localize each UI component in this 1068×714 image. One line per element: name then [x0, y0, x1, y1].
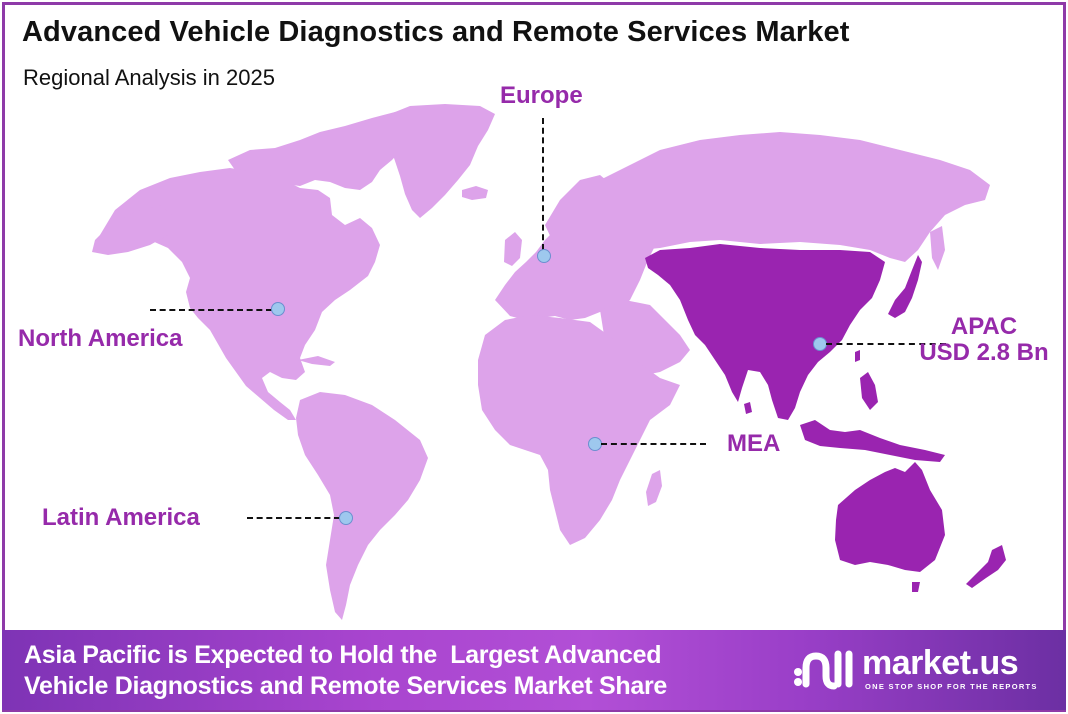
footer-headline-line2: Vehicle Diagnostics and Remote Services … — [24, 672, 668, 700]
africa — [478, 315, 680, 545]
scandinavia — [545, 175, 612, 245]
greenland — [385, 104, 495, 218]
madagascar — [646, 470, 662, 506]
base-land-masses — [92, 104, 990, 620]
apac-market-value: USD 2.8 Bn — [919, 339, 1049, 367]
world-map — [92, 104, 1006, 620]
kamchatka — [930, 226, 945, 270]
leader-line-mea — [601, 443, 706, 445]
south-america — [296, 392, 428, 620]
marker-europe[interactable] — [537, 249, 551, 263]
footer-headline-line1: Asia Pacific is Expected to Hold the Lar… — [24, 641, 662, 669]
taiwan — [855, 350, 860, 362]
tasmania — [912, 582, 920, 592]
alaska — [92, 205, 172, 255]
leader-line-latin-america — [247, 517, 340, 519]
logo-wordmark: market.us — [862, 644, 1019, 682]
footer-banner: Asia Pacific is Expected to Hold the Lar… — [2, 630, 1066, 710]
market-us-logo[interactable]: market.us ONE STOP SHOP FOR THE REPORTS — [792, 644, 1042, 696]
australia — [835, 462, 945, 572]
label-apac: APAC USD 2.8 Bn — [918, 313, 1050, 367]
marker-mea[interactable] — [588, 437, 602, 451]
page-subtitle: Regional Analysis in 2025 — [23, 65, 275, 90]
market-us-logo-icon — [794, 650, 853, 690]
apac-highlighted-land — [645, 244, 1006, 592]
new-zealand — [966, 545, 1006, 588]
uk — [504, 232, 522, 266]
russia — [600, 132, 990, 262]
indonesia — [800, 420, 945, 462]
label-europe: Europe — [500, 82, 583, 109]
sri-lanka — [744, 402, 752, 414]
leader-line-north-america — [150, 309, 272, 311]
page-title: Advanced Vehicle Diagnostics and Remote … — [22, 16, 850, 48]
leader-line-europe — [542, 118, 544, 250]
marker-north-america[interactable] — [271, 302, 285, 316]
leader-line-apac — [826, 343, 946, 345]
caribbean — [298, 356, 335, 366]
japan — [888, 255, 922, 318]
marker-apac[interactable] — [813, 337, 827, 351]
label-mea: MEA — [727, 430, 781, 457]
philippines — [860, 372, 878, 410]
iceland — [462, 186, 488, 200]
logo-tagline: ONE STOP SHOP FOR THE REPORTS — [865, 682, 1038, 691]
north-america — [100, 168, 380, 420]
marker-latin-america[interactable] — [339, 511, 353, 525]
label-north-america: North America — [18, 325, 183, 352]
footer-headline: Asia Pacific is Expected to Hold the Lar… — [24, 640, 667, 702]
label-latin-america: Latin America — [42, 504, 200, 531]
apac-region-name: APAC — [950, 313, 1018, 340]
asia-mainland — [645, 244, 885, 420]
